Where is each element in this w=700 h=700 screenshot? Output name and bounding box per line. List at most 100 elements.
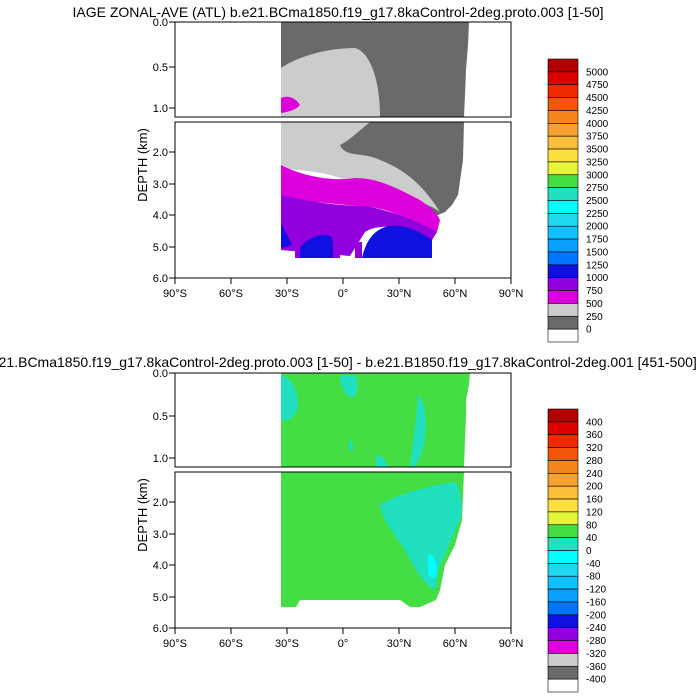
p2-cbar-label-13: -120 [586, 585, 606, 596]
p2-cbar-box-5 [547, 473, 579, 487]
p2-cbar-label-16: -240 [586, 623, 606, 634]
panel2-title: b.e21.BCma1850.f19_g17.8kaControl-2deg.p… [0, 354, 697, 370]
p2-upper-cyan-a [281, 375, 298, 421]
p1-cbar-label-5: 3750 [586, 132, 609, 143]
p2-cbar-box-14 [547, 588, 579, 603]
p1-cbar-box-1 [547, 71, 579, 86]
p1-cbar-box-13 [547, 225, 579, 240]
p1-cbar-box-19 [547, 303, 579, 317]
p1-xtick-label-6: 90°N [499, 288, 524, 300]
p1-xtick-label-2: 30°S [275, 288, 299, 300]
p1-ytick-4: 3.0 [153, 179, 168, 191]
p1-lower-lightgray [281, 122, 440, 212]
p1-xtick-label-5: 60°N [443, 288, 468, 300]
p2-ytick-1: 0.5 [153, 411, 168, 423]
p2-upper-frame [174, 372, 512, 468]
p2-upper-cyan-e [348, 440, 354, 452]
p1-cbar-label-11: 2250 [586, 209, 609, 220]
p1-upper-magenta [281, 96, 300, 113]
p1-xaxis: 90°S 60°S 30°S 0° 30°N 60°N 90°N [163, 278, 523, 300]
p2-cbar-box-10 [547, 537, 579, 551]
p2-cbar-box-1 [547, 421, 579, 436]
p2-ytick-4: 3.0 [153, 529, 168, 541]
p2-xtick-label-4: 30°N [387, 638, 412, 650]
p2-upper-cyan-b [340, 375, 358, 398]
p1-cbar-box-4 [547, 110, 579, 124]
p1-cbar-box-8 [547, 161, 579, 176]
p2-lower-cyan [380, 482, 462, 590]
p2-cbar-label-11: -40 [586, 559, 601, 570]
p1-ytick-1: 0.5 [153, 62, 168, 74]
p1-cbar-box-12 [547, 213, 579, 227]
p1-xtick-label-3: 0° [338, 288, 349, 300]
p1-cbar-label-10: 2500 [586, 196, 609, 207]
p1-cbar-box-0 [547, 58, 579, 73]
p2-xtick-label-3: 0° [338, 638, 349, 650]
panel1-field [281, 22, 469, 258]
p2-cbar-box-15 [547, 601, 579, 616]
p2-xtick-label-5: 60°N [443, 638, 468, 650]
p1-cbar-label-4: 4000 [586, 119, 609, 130]
p2-cbar-box-20 [547, 665, 579, 680]
p2-ytick-5: 4.0 [153, 560, 168, 572]
p2-cbar-box-4 [547, 460, 579, 474]
p1-cbar-label-0: 5000 [586, 67, 609, 78]
p2-ytick-6: 5.0 [153, 592, 168, 604]
p2-upper-cyan-c [410, 395, 426, 468]
p2-cbar-box-9 [547, 524, 579, 538]
p1-cbar-box-2 [547, 84, 579, 98]
p2-cbar-label-8: 80 [586, 520, 598, 531]
p2-cbar-box-21 [547, 678, 579, 693]
p2-cbar-label-14: -160 [586, 597, 606, 608]
p1-cbar-box-9 [547, 174, 579, 188]
p2-lower-cyan2 [428, 554, 437, 578]
p1-ytick-7: 6.0 [153, 273, 168, 285]
p2-cbar-box-12 [547, 563, 579, 577]
p2-xtick-label-6: 90°N [499, 638, 524, 650]
p1-lower-magenta [281, 165, 440, 232]
p1-cbar-label-3: 4250 [586, 106, 609, 117]
p1-ylabel: DEPTH (km) [135, 128, 150, 202]
p1-cbar-box-15 [547, 251, 579, 266]
p1-cbar-label-16: 1000 [586, 273, 609, 284]
p2-yaxis: 0.0 0.5 1.0 2.0 3.0 4.0 5.0 6.0 DEPTH (k… [135, 368, 175, 635]
p1-cbar-box-14 [547, 238, 579, 253]
p2-cbar-box-2 [547, 434, 579, 448]
p1-cbar-label-2: 4500 [586, 93, 609, 104]
p1-cbar-label-8: 3000 [586, 170, 609, 181]
p2-cbar-box-11 [547, 550, 579, 564]
p1-cbar-box-6 [547, 135, 579, 150]
p1-cbar-box-3 [547, 97, 579, 111]
p2-xtick-label-1: 60°S [219, 638, 243, 650]
p2-cbar-label-7: 120 [586, 507, 603, 518]
p1-cbar-box-20 [547, 315, 579, 330]
p1-xtick-label-0: 90°S [163, 288, 187, 300]
p1-cbar-box-16 [547, 264, 579, 278]
p2-xtick-label-0: 90°S [163, 638, 187, 650]
p2-cbar-box-16 [547, 614, 579, 628]
p2-cbar-box-13 [547, 575, 579, 590]
p2-cbar-box-0 [547, 408, 579, 423]
p2-cbar-box-6 [547, 485, 579, 500]
p1-colorbar: 5000475045004250400037503500325030002750… [547, 58, 609, 343]
p1-cbar-label-18: 500 [586, 299, 603, 310]
p2-cbar-label-0: 400 [586, 417, 603, 428]
p1-cbar-label-15: 1250 [586, 260, 609, 271]
p2-cbar-box-7 [547, 498, 579, 513]
p1-cbar-label-1: 4750 [586, 80, 609, 91]
p1-cbar-label-7: 3250 [586, 157, 609, 168]
p2-upper-cyan-d [376, 455, 388, 467]
p1-xtick-label-4: 30°N [387, 288, 412, 300]
p2-ytick-0: 0.0 [153, 368, 168, 380]
p1-cbar-box-5 [547, 123, 579, 137]
p1-cbar-label-12: 2000 [586, 222, 609, 233]
p2-cbar-label-5: 200 [586, 482, 603, 493]
p1-cbar-box-21 [547, 328, 579, 343]
p2-cbar-label-4: 240 [586, 469, 603, 480]
p1-cbar-label-20: 0 [586, 325, 592, 336]
panel1-title: IAGE ZONAL-AVE (ATL) b.e21.BCma1850.f19_… [73, 4, 604, 20]
p1-lower-purple2 [295, 242, 362, 258]
p2-cbar-label-12: -80 [586, 572, 601, 583]
p1-cbar-box-10 [547, 187, 579, 201]
